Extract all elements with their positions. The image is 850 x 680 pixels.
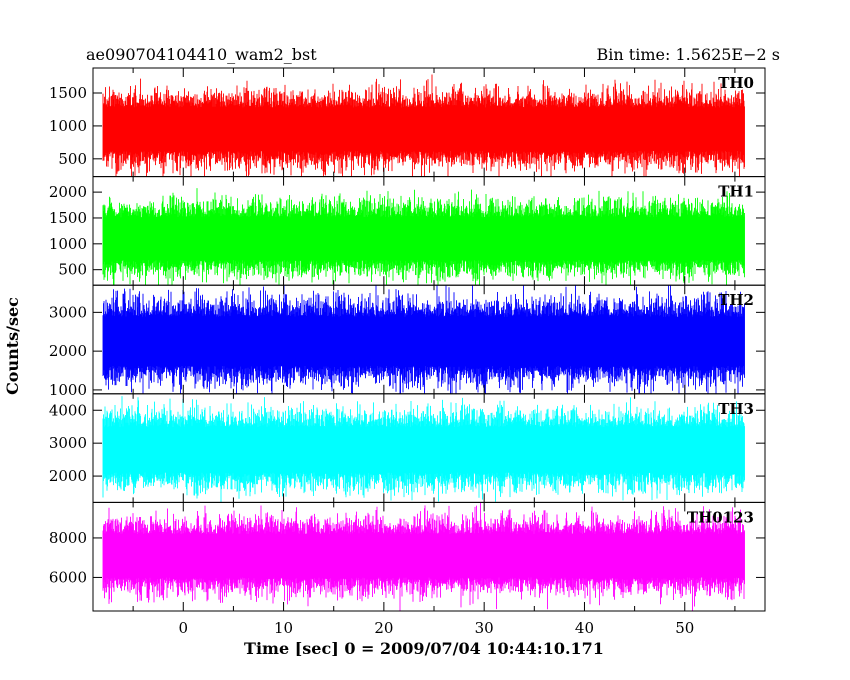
y-tick-label: 1000 <box>49 381 87 399</box>
panel-th2: 1000 2000 3000 TH2 <box>49 284 766 399</box>
series-th3 <box>102 396 745 503</box>
y-tick-label: 1500 <box>49 209 87 227</box>
x-axis: 0 10 20 30 40 50 <box>178 619 694 637</box>
panel-frame <box>92 501 766 612</box>
series-th0 <box>102 74 745 177</box>
panel-th0: 500 1000 1500 TH0 <box>49 67 766 178</box>
x-tick-label: 10 <box>274 619 293 637</box>
y-tick-label: 1000 <box>49 117 87 135</box>
panel-label: TH1 <box>718 183 754 201</box>
y-tick-label: 8000 <box>49 529 87 547</box>
panel-th3: 2000 3000 4000 TH3 <box>49 393 766 503</box>
y-axis-label: Counts/sec <box>3 297 22 395</box>
panel-label: TH0 <box>718 74 754 92</box>
y-tick-label: 3000 <box>49 303 87 321</box>
y-tick-label: 500 <box>58 261 87 279</box>
y-tick-label: 2000 <box>49 467 87 485</box>
series-th0123 <box>102 502 745 611</box>
y-tick-label: 3000 <box>49 434 87 452</box>
y-tick-label: 500 <box>58 150 87 168</box>
x-axis-label: Time [sec] 0 = 2009/07/04 10:44:10.171 <box>244 639 604 658</box>
x-tick-label: 20 <box>374 619 393 637</box>
x-tick-label: 50 <box>675 619 694 637</box>
x-tick-label: 0 <box>178 619 188 637</box>
series-th1 <box>102 188 745 286</box>
y-tick-label: 1500 <box>49 84 87 102</box>
panel-th1: 500 1000 1500 2000 TH1 <box>49 176 766 286</box>
panel-label: TH3 <box>718 400 754 418</box>
series-th2 <box>102 285 745 394</box>
panel-label: TH0123 <box>687 508 754 526</box>
y-tick-label: 6000 <box>49 568 87 586</box>
panel-label: TH2 <box>718 291 754 309</box>
chart-title-left: ae090704104410_wam2_bst <box>86 45 317 64</box>
x-tick-label: 40 <box>575 619 594 637</box>
y-tick-label: 2000 <box>49 342 87 360</box>
y-tick-label: 2000 <box>49 183 87 201</box>
panel-th0123: 6000 8000 TH0123 <box>49 501 766 612</box>
y-tick-label: 1000 <box>49 235 87 253</box>
chart-title-right: Bin time: 1.5625E−2 s <box>597 45 780 64</box>
x-tick-label: 30 <box>475 619 494 637</box>
y-tick-label: 4000 <box>49 401 87 419</box>
